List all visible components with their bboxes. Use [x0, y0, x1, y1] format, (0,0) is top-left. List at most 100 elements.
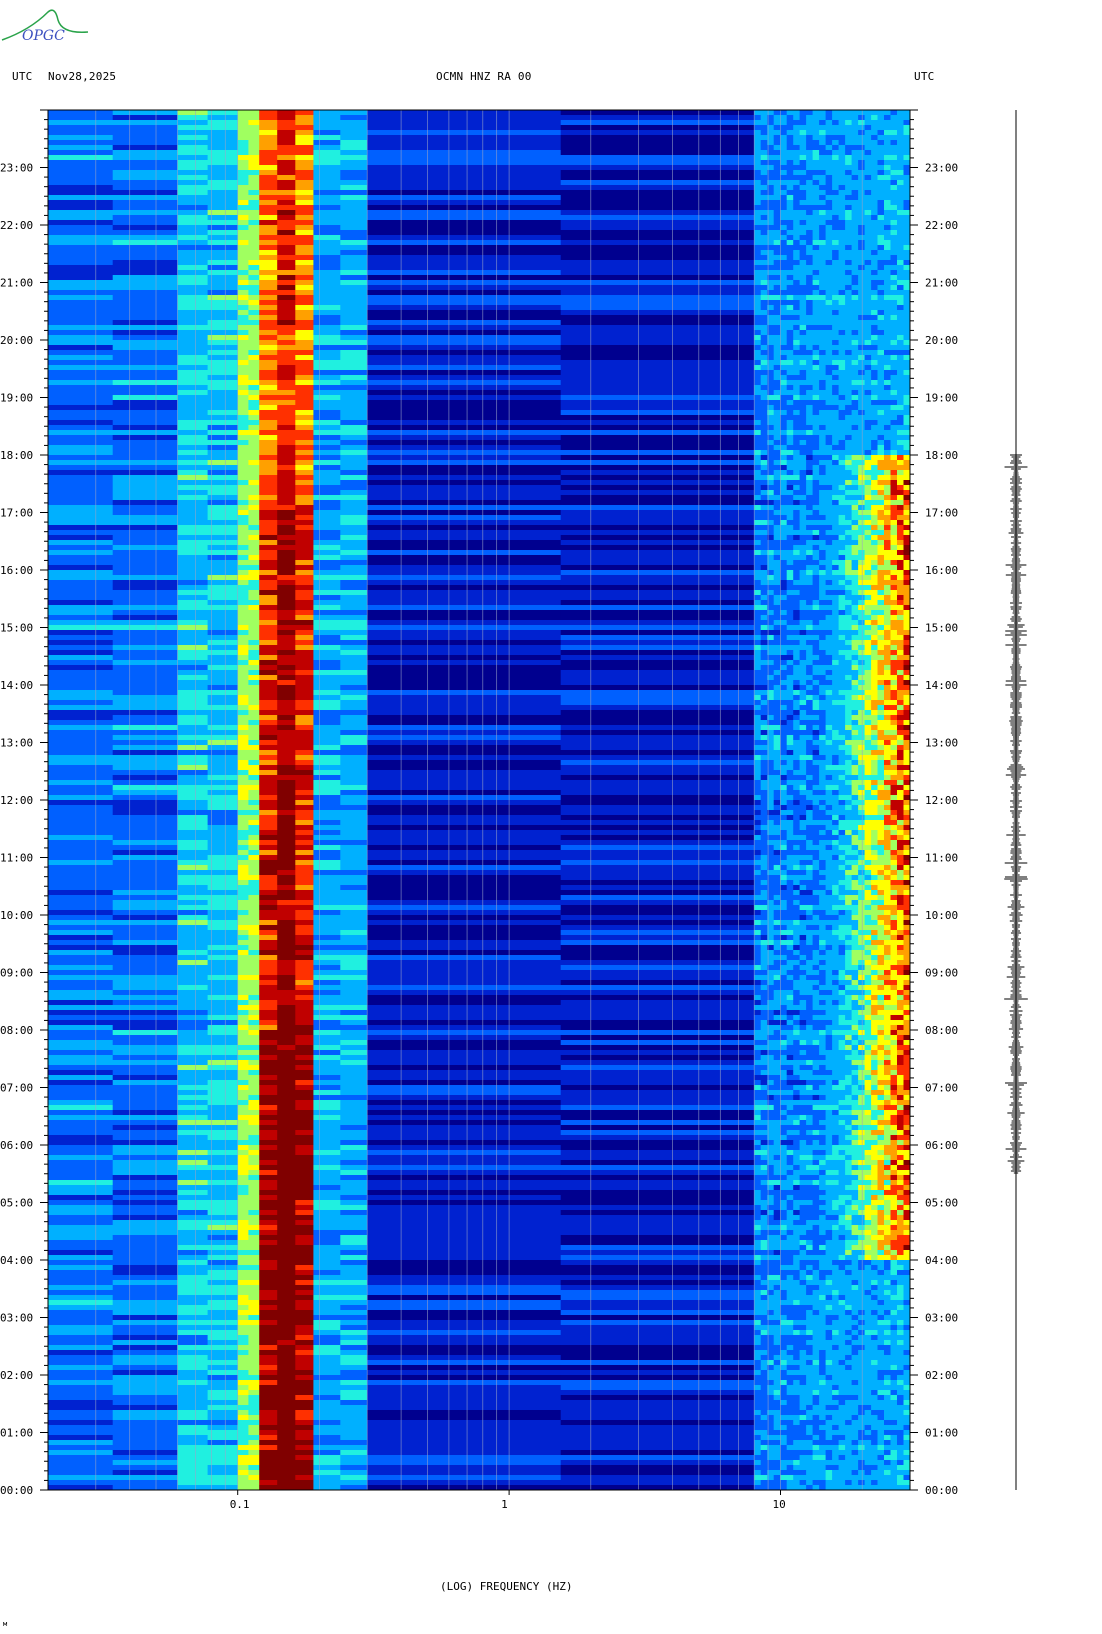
- heatmap-cell: [793, 155, 801, 161]
- heatmap-cell: [851, 770, 859, 776]
- heatmap-cell: [48, 685, 114, 691]
- heatmap-cell: [48, 765, 114, 771]
- heatmap-cell: [812, 330, 820, 336]
- heatmap-cell: [897, 735, 904, 741]
- heatmap-cell: [864, 355, 872, 361]
- heatmap-cell: [799, 290, 807, 296]
- heatmap-cell: [754, 465, 762, 471]
- heatmap-cell: [832, 220, 840, 226]
- heatmap-cell: [780, 140, 788, 146]
- heatmap-cell: [340, 760, 368, 766]
- heatmap-cell: [864, 545, 872, 551]
- heatmap-cell: [786, 235, 794, 241]
- heatmap-cell: [780, 720, 788, 726]
- heatmap-cell: [858, 385, 866, 391]
- heatmap-cell: [112, 780, 178, 786]
- heatmap-cell: [207, 330, 239, 336]
- heatmap-cell: [864, 295, 872, 301]
- heatmap-cell: [897, 655, 904, 661]
- heatmap-cell: [845, 345, 853, 351]
- heatmap-cell: [313, 245, 341, 251]
- heatmap-cell: [903, 735, 911, 741]
- heatmap-cell: [248, 180, 260, 186]
- heatmap-cell: [890, 295, 898, 301]
- heatmap-cell: [806, 285, 814, 291]
- heatmap-cell: [313, 570, 341, 576]
- heatmap-cell: [340, 200, 368, 206]
- heatmap-cell: [799, 385, 807, 391]
- heatmap-cell: [112, 245, 178, 251]
- heatmap-cell: [890, 210, 898, 216]
- heatmap-cell: [812, 325, 820, 331]
- heatmap-cell: [871, 580, 879, 586]
- heatmap-cell: [890, 285, 898, 291]
- heatmap-cell: [799, 140, 807, 146]
- heatmap-cell: [295, 255, 314, 261]
- heatmap-cell: [295, 535, 314, 541]
- heatmap-cell: [812, 265, 820, 271]
- heatmap-cell: [825, 615, 833, 621]
- heatmap-cell: [832, 465, 840, 471]
- heatmap-cell: [845, 625, 853, 631]
- heatmap-cell: [793, 250, 801, 256]
- heatmap-cell: [812, 460, 820, 466]
- heatmap-cell: [877, 155, 885, 161]
- heatmap-cell: [897, 605, 904, 611]
- heatmap-cell: [799, 690, 807, 696]
- heatmap-cell: [760, 575, 768, 581]
- heatmap-cell: [858, 290, 866, 296]
- heatmap-cell: [903, 550, 911, 556]
- heatmap-cell: [767, 695, 775, 701]
- heatmap-cell: [819, 460, 827, 466]
- heatmap-cell: [207, 225, 239, 231]
- heatmap-cell: [871, 490, 879, 496]
- heatmap-cell: [367, 465, 562, 471]
- heatmap-cell: [877, 695, 885, 701]
- heatmap-cell: [248, 285, 260, 291]
- heatmap-cell: [295, 270, 314, 276]
- heatmap-cell: [112, 545, 178, 551]
- heatmap-cell: [890, 490, 898, 496]
- heatmap-cell: [295, 150, 314, 156]
- heatmap-cell: [903, 530, 911, 536]
- heatmap-cell: [754, 335, 762, 341]
- heatmap-cell: [560, 665, 755, 671]
- heatmap-cell: [207, 720, 239, 726]
- heatmap-cell: [825, 285, 833, 291]
- heatmap-cell: [367, 535, 562, 541]
- heatmap-cell: [248, 650, 260, 656]
- heatmap-cell: [903, 270, 911, 276]
- heatmap-cell: [340, 540, 368, 546]
- heatmap-cell: [819, 670, 827, 676]
- heatmap-cell: [207, 150, 239, 156]
- heatmap-cell: [295, 725, 314, 731]
- heatmap-cell: [340, 635, 368, 641]
- heatmap-cell: [313, 305, 341, 311]
- heatmap-cell: [799, 135, 807, 141]
- heatmap-cell: [806, 455, 814, 461]
- heatmap-cell: [832, 335, 840, 341]
- heatmap-cell: [871, 225, 879, 231]
- heatmap-cell: [903, 665, 911, 671]
- heatmap-cell: [295, 770, 314, 776]
- heatmap-cell: [845, 300, 853, 306]
- heatmap-cell: [112, 465, 178, 471]
- heatmap-cell: [767, 755, 775, 761]
- heatmap-cell: [838, 135, 846, 141]
- heatmap-cell: [340, 780, 368, 786]
- heatmap-cell: [754, 610, 762, 616]
- heatmap-cell: [295, 780, 314, 786]
- heatmap-cell: [177, 120, 209, 126]
- heatmap-cell: [825, 365, 833, 371]
- heatmap-cell: [313, 645, 341, 651]
- heatmap-cell: [367, 115, 562, 121]
- heatmap-cell: [237, 125, 249, 131]
- heatmap-cell: [871, 130, 879, 136]
- heatmap-cell: [871, 300, 879, 306]
- heatmap-cell: [112, 730, 178, 736]
- heatmap-cell: [767, 485, 775, 491]
- heatmap-cell: [313, 735, 341, 741]
- heatmap-cell: [780, 190, 788, 196]
- heatmap-cell: [884, 480, 891, 486]
- heatmap-cell: [799, 780, 807, 786]
